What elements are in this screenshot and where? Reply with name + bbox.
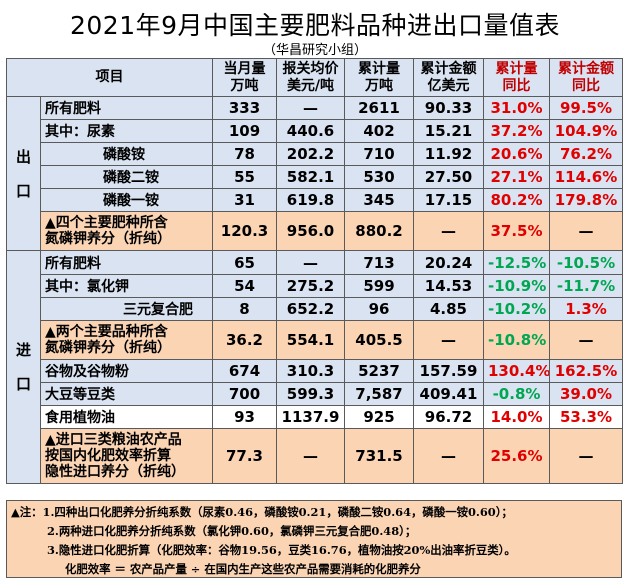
footnote-line: 3.隐性进口化肥折算（化肥效率：谷物19.56，豆类16.76，植物油按20%出… [47,543,516,557]
page-subtitle: （华昌研究小组） [262,43,367,58]
footnote-line: 2.两种进口化肥养分折纯系数（氯化钾0.60，氯磷钾三元复合肥0.48）； [47,524,417,538]
header-cum-amt: 累计金额 亿美元 [413,58,484,97]
table-row: 谷物及谷物粉 674 310.3 5237 157.59 130.4% 162.… [7,359,623,383]
table-row: 其中：氯化钾 54 275.2 599 14.53 -10.9% -11.7% [7,274,623,298]
header-avg-price: 报关均价 美元/吨 [276,58,345,97]
table-row: 磷酸二铵 55 582.1 530 27.50 27.1% 114.6% [7,165,623,189]
table-row: 其中：尿素 109 440.6 402 15.21 37.2% 104.9% [7,119,623,143]
page-title: 2021年9月中国主要肥料品种进出口量值表 [69,11,561,40]
table-row: 磷酸一铵 31 619.8 345 17.15 80.2% 179.8% [7,188,623,212]
table-row: 磷酸铵 78 202.2 710 11.92 20.6% 76.2% [7,142,623,166]
section-import-label: 进口 [6,250,41,484]
footnote-line: 化肥效率 ＝ 农产品产量 ÷ 在国内生产这些农产品需要消耗的化肥养分 [65,562,421,576]
table-row: 进口 所有肥料 65 — 713 20.24 -12.5% -10.5% [6,250,623,484]
header-cum-qty: 累计量 万吨 [344,58,414,97]
table-row: 出口 所有肥料 333 — 2611 90.33 31.0% 99.5% [6,96,623,251]
header-row: 项目 当月量 万吨 报关均价 美元/吨 累计量 万吨 累计金额 亿美元 累计量 同比 累计… [6,58,623,97]
table-row-highlight: ▲进口三类粮油农产品 按国内化肥效率折算 隐性进口养分（折纯） 77.3 — 731… [7,428,623,484]
header-item: 项目 [6,58,213,97]
table-row: 大豆等豆类 700 599.3 7,587 409.41 -0.8% 39.0% [7,382,623,406]
header-cum-amt-yoy: 累计金额 同比 [549,58,623,97]
table-row: 三元复合肥 8 652.2 96 4.85 -10.2% 1.3% [7,297,623,321]
table-row-highlight: ▲两个主要品种所含 氮磷钾养分（折纯） 36.2 554.1 405.5 — -1… [7,320,623,360]
header-cum-qty-yoy: 累计量 同比 [483,58,550,97]
footnotes: ▲注：1.四种出口化肥养分折纯系数（尿素0.46，磷酸铵0.21，磷酸二铵0.6… [6,500,622,578]
header-monthly: 当月量 万吨 [212,58,277,97]
fertilizer-table: 项目 当月量 万吨 报关均价 美元/吨 累计量 万吨 累计金额 亿美元 累计量 同比 累计… [6,58,623,484]
section-export-label: 出口 [6,96,41,251]
table-row: 食用植物油 93 1137.9 925 96.72 14.0% 53.3% [7,405,623,429]
footnote-line: ▲注：1.四种出口化肥养分折纯系数（尿素0.46，磷酸铵0.21，磷酸二铵0.6… [11,505,513,519]
table-row-highlight: ▲四个主要肥种所含 氮磷钾养分（折纯） 120.3 956.0 880.2 — 3… [7,211,623,251]
